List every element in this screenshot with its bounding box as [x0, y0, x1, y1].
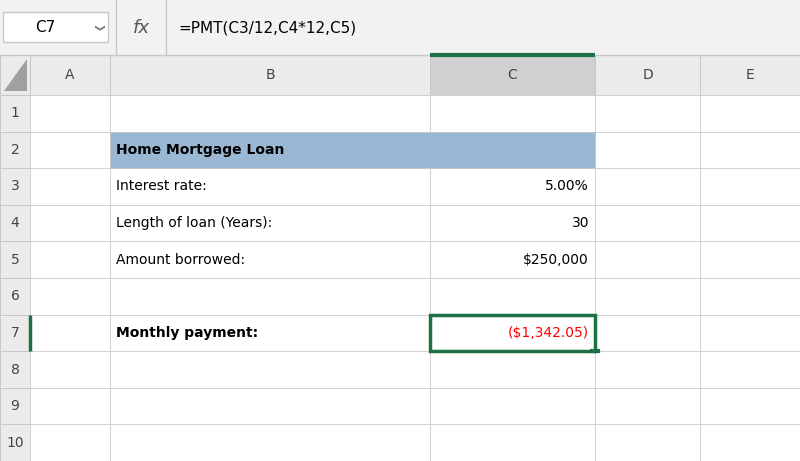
- Bar: [0, 242, 30, 278]
- Bar: [110, 242, 430, 278]
- Bar: [430, 168, 595, 205]
- Bar: [595, 55, 700, 95]
- Bar: [430, 205, 595, 242]
- Bar: [700, 314, 800, 351]
- Text: =PMT(C3/12,C4*12,C5): =PMT(C3/12,C4*12,C5): [178, 20, 356, 35]
- Text: 30: 30: [571, 216, 589, 230]
- Text: B: B: [265, 68, 275, 82]
- Bar: [0, 314, 30, 351]
- Text: C: C: [508, 68, 518, 82]
- Text: 1: 1: [10, 106, 19, 120]
- Text: 5.00%: 5.00%: [546, 179, 589, 194]
- Bar: [30, 95, 110, 131]
- Text: ($1,342.05): ($1,342.05): [508, 326, 589, 340]
- Text: C7: C7: [35, 20, 55, 35]
- Bar: [595, 351, 700, 388]
- Bar: [110, 388, 430, 425]
- Bar: [0, 168, 30, 205]
- Bar: [110, 95, 430, 131]
- Text: 5: 5: [10, 253, 19, 267]
- Bar: [110, 168, 430, 205]
- Bar: [0, 351, 30, 388]
- Bar: [700, 278, 800, 314]
- Text: Interest rate:: Interest rate:: [116, 179, 206, 194]
- Bar: [110, 425, 430, 461]
- Bar: [700, 388, 800, 425]
- Text: Amount borrowed:: Amount borrowed:: [116, 253, 245, 267]
- Bar: [595, 242, 700, 278]
- Text: Length of loan (Years):: Length of loan (Years):: [116, 216, 272, 230]
- Bar: [0, 425, 30, 461]
- Bar: [430, 278, 595, 314]
- Text: 2: 2: [10, 143, 19, 157]
- Text: 3: 3: [10, 179, 19, 194]
- Bar: [0, 205, 30, 242]
- Bar: [110, 131, 430, 168]
- Text: $250,000: $250,000: [523, 253, 589, 267]
- Bar: [430, 95, 595, 131]
- Bar: [700, 242, 800, 278]
- Bar: [430, 388, 595, 425]
- Bar: [3, 12, 108, 42]
- Bar: [30, 205, 110, 242]
- Bar: [700, 95, 800, 131]
- Bar: [0, 388, 30, 425]
- Text: 9: 9: [10, 399, 19, 413]
- Bar: [700, 351, 800, 388]
- Bar: [110, 351, 430, 388]
- Bar: [110, 205, 430, 242]
- Bar: [430, 314, 595, 351]
- Bar: [0, 0, 800, 55]
- Bar: [595, 95, 700, 131]
- Bar: [430, 242, 595, 278]
- Text: ❯: ❯: [93, 24, 103, 32]
- Bar: [0, 55, 30, 95]
- Text: Monthly payment:: Monthly payment:: [116, 326, 258, 340]
- Text: 10: 10: [6, 436, 24, 449]
- Bar: [110, 131, 595, 168]
- Bar: [595, 168, 700, 205]
- Text: E: E: [746, 68, 754, 82]
- Bar: [700, 55, 800, 95]
- Bar: [0, 278, 30, 314]
- Bar: [595, 131, 700, 168]
- Bar: [30, 242, 110, 278]
- Bar: [110, 314, 430, 351]
- Bar: [0, 95, 30, 131]
- Text: D: D: [642, 68, 653, 82]
- Text: 7: 7: [10, 326, 19, 340]
- Text: 6: 6: [10, 290, 19, 303]
- Text: A: A: [66, 68, 74, 82]
- Bar: [595, 388, 700, 425]
- Bar: [700, 131, 800, 168]
- Polygon shape: [4, 59, 27, 91]
- Text: fx: fx: [133, 19, 150, 37]
- Bar: [430, 55, 595, 95]
- Bar: [110, 55, 430, 95]
- Bar: [30, 278, 110, 314]
- Bar: [110, 278, 430, 314]
- Bar: [595, 425, 700, 461]
- Bar: [700, 168, 800, 205]
- Bar: [0, 131, 30, 168]
- Text: 4: 4: [10, 216, 19, 230]
- Bar: [30, 425, 110, 461]
- Bar: [30, 55, 110, 95]
- Bar: [430, 425, 595, 461]
- Text: 8: 8: [10, 362, 19, 377]
- Bar: [595, 205, 700, 242]
- Bar: [595, 278, 700, 314]
- Bar: [30, 351, 110, 388]
- Bar: [595, 314, 700, 351]
- Bar: [430, 131, 595, 168]
- Bar: [30, 131, 110, 168]
- Bar: [700, 205, 800, 242]
- Bar: [30, 388, 110, 425]
- Bar: [430, 314, 595, 351]
- Bar: [700, 425, 800, 461]
- Bar: [30, 314, 110, 351]
- Bar: [430, 351, 595, 388]
- Bar: [30, 168, 110, 205]
- Text: Home Mortgage Loan: Home Mortgage Loan: [116, 143, 284, 157]
